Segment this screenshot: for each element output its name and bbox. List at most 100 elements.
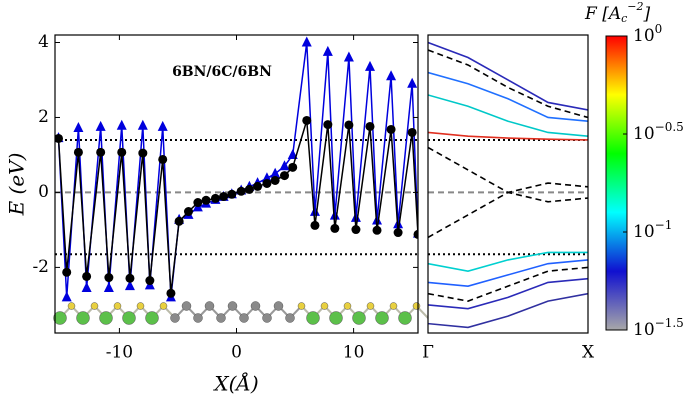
atom (398, 311, 412, 325)
marker (288, 162, 298, 172)
atom (113, 302, 122, 310)
atom (343, 302, 352, 310)
atom (145, 311, 159, 325)
x-tick-label: -10 (106, 343, 133, 363)
marker (183, 207, 193, 217)
atom (227, 301, 238, 311)
marker (253, 181, 263, 191)
marker (103, 282, 114, 293)
x-tick-label: 10 (343, 343, 365, 363)
tick-base: 10 (633, 26, 655, 46)
title-part: −2 (627, 0, 643, 13)
marker (124, 280, 135, 291)
marker (73, 147, 83, 157)
atom (329, 311, 343, 325)
tick-exponent: −1.5 (655, 316, 684, 330)
marker (310, 220, 320, 230)
y-tick-label: -2 (32, 257, 49, 277)
series-line (428, 94, 588, 138)
atom (90, 302, 99, 310)
atom (412, 302, 421, 310)
plot-area (55, 36, 418, 302)
atom (366, 302, 375, 310)
atom (181, 301, 192, 311)
atom (216, 313, 226, 323)
marker (302, 115, 312, 125)
atom (250, 301, 261, 311)
marker (61, 291, 72, 302)
marker (174, 216, 184, 226)
colorbar-tick-label: 10−1.5 (633, 316, 684, 340)
series-line (428, 49, 588, 119)
series-line (428, 259, 588, 287)
marker (95, 120, 106, 131)
x-tick-label: 0 (231, 343, 242, 363)
atom (193, 313, 203, 323)
marker (372, 225, 382, 235)
marker (330, 223, 340, 233)
marker (301, 36, 312, 47)
series-line (428, 191, 588, 239)
series-line (428, 292, 588, 329)
tick-exponent: −1 (655, 217, 673, 231)
series-line (57, 120, 418, 294)
marker (364, 60, 375, 71)
marker (166, 288, 176, 298)
atom (239, 313, 249, 323)
marker (386, 124, 396, 134)
tick-base: 10 (633, 221, 655, 241)
marker (73, 121, 84, 132)
atom-chain (53, 301, 429, 325)
marker (386, 70, 397, 81)
series-line (428, 266, 588, 302)
atom (76, 311, 90, 325)
marker (117, 147, 127, 157)
tick-exponent: 0 (655, 22, 663, 36)
marker (351, 225, 361, 235)
marker (81, 282, 92, 293)
marker (261, 172, 272, 183)
series-line (428, 131, 588, 141)
colorbar-tick-label: 100 (633, 22, 662, 46)
y-tick-label: 0 (38, 182, 49, 202)
tick-base: 10 (633, 124, 655, 144)
marker (227, 189, 237, 199)
marker (407, 127, 417, 137)
marker (158, 154, 168, 164)
marker (116, 119, 127, 130)
marker (393, 228, 403, 238)
y-axis-label: E (eV) (5, 153, 29, 217)
marker (323, 120, 333, 130)
atom (170, 313, 180, 323)
series-line (428, 41, 588, 111)
y-tick-label: 2 (38, 107, 49, 127)
marker (309, 205, 320, 216)
colorbar-title: F [Ac−2] (584, 0, 651, 25)
colorbar-tick-label: 10−0.5 (633, 120, 684, 144)
colorbar (605, 35, 628, 331)
atom (67, 302, 76, 310)
series-line (428, 277, 588, 310)
marker (210, 193, 220, 203)
atom (122, 311, 136, 325)
atom (136, 302, 145, 310)
atom (352, 311, 366, 325)
atom (99, 311, 113, 325)
atom (285, 313, 295, 323)
series-line (428, 71, 588, 123)
marker (104, 273, 114, 283)
x-tick-label: Γ (422, 343, 434, 363)
marker (329, 209, 340, 220)
atom (306, 311, 320, 325)
atom (320, 302, 329, 310)
series-line (428, 251, 588, 272)
tick-exponent: −0.5 (655, 120, 684, 134)
marker (193, 198, 203, 208)
marker (270, 175, 280, 185)
marker (343, 51, 354, 62)
title-part: F [A (584, 4, 621, 24)
marker (280, 171, 290, 181)
marker (96, 147, 106, 157)
x-tick-label: X (582, 343, 595, 363)
